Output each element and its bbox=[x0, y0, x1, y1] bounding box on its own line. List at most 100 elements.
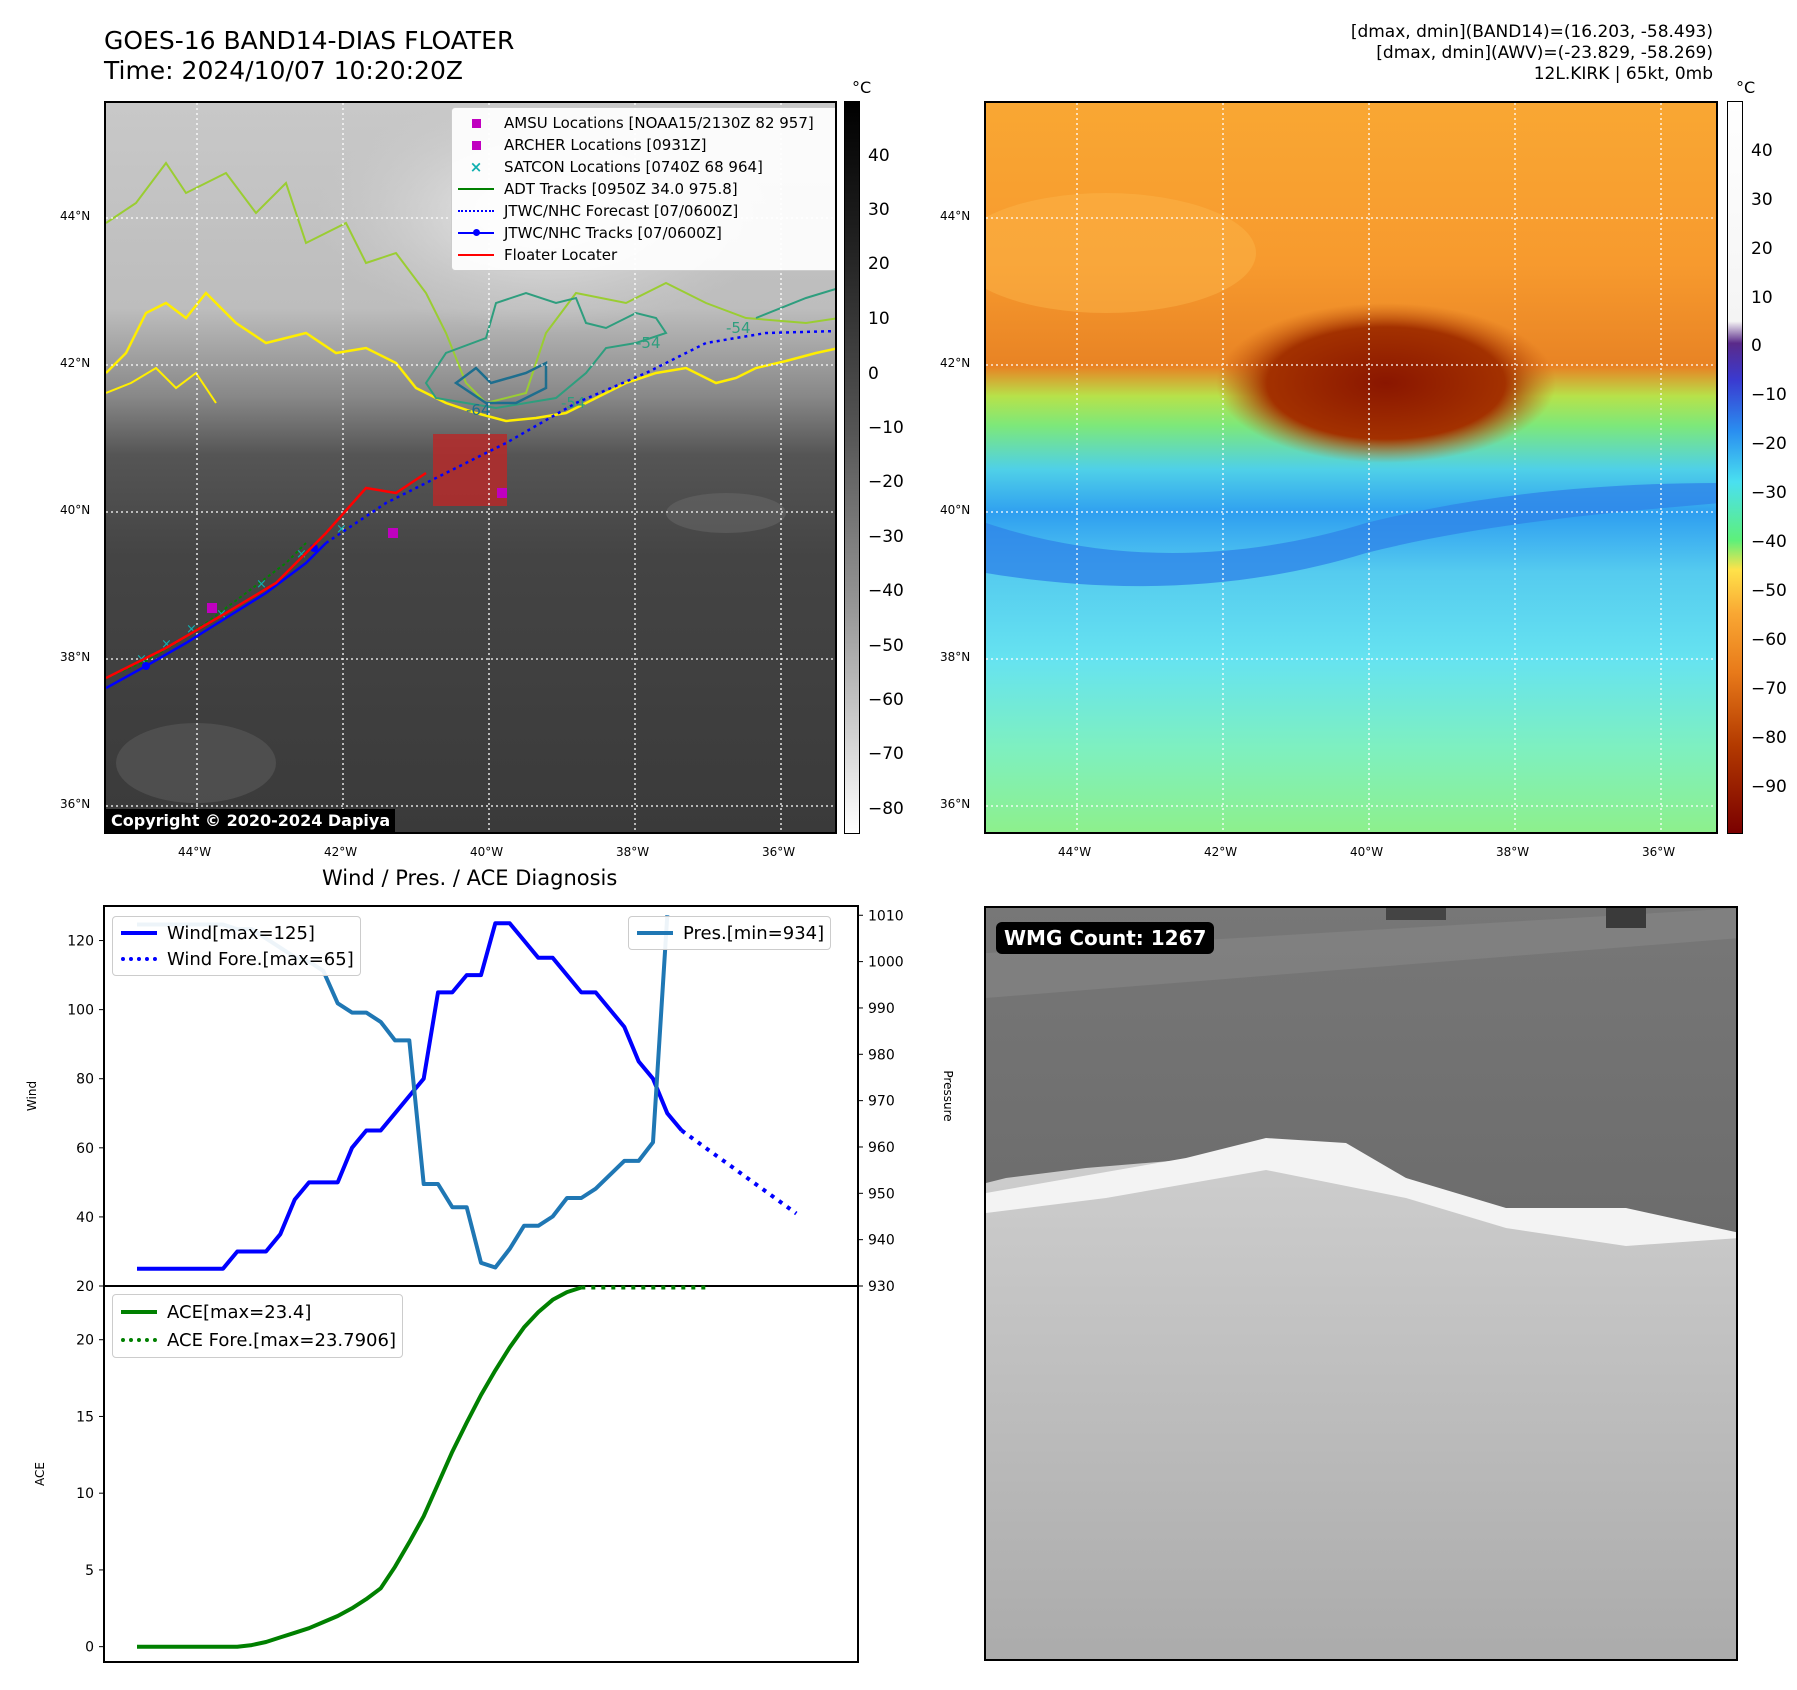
wind-series-line bbox=[137, 921, 684, 1271]
teal-contour bbox=[424, 291, 668, 410]
lon-label: 42°W bbox=[324, 845, 358, 859]
wmg-bright-band bbox=[986, 1138, 1736, 1246]
floater-locater-box bbox=[433, 434, 507, 506]
wv-map-svg bbox=[986, 103, 1716, 832]
yellow-contour bbox=[106, 291, 835, 423]
colorbar-tick: −50 bbox=[868, 636, 904, 656]
legend-item-wind: Wind[max=125] bbox=[119, 920, 354, 946]
wind-forecast-line bbox=[680, 1128, 798, 1216]
pressure-tick-label: 1000 bbox=[868, 955, 904, 971]
colorbar-tick: 20 bbox=[868, 254, 890, 274]
colorbar-tick: −50 bbox=[1751, 581, 1787, 601]
legend-label: Wind Fore.[max=65] bbox=[167, 948, 354, 970]
wind-tick-label: 20 bbox=[76, 1279, 94, 1295]
lon-label: 42°W bbox=[1204, 845, 1238, 859]
info-line-3: 12L.KIRK | 65kt, 0mb bbox=[1533, 64, 1713, 84]
pressure-tick-label: 960 bbox=[868, 1140, 895, 1156]
contour-label: -64 bbox=[466, 401, 491, 419]
wind-legend: Wind[max=125] Wind Fore.[max=65] bbox=[112, 916, 361, 976]
lat-label: 36°N bbox=[60, 797, 91, 811]
colorbar-tick: 30 bbox=[868, 200, 890, 220]
legend-item-forecast: JTWC/NHC Forecast [07/0600Z] bbox=[456, 200, 835, 222]
legend-label: SATCON Locations [0740Z 68 964] bbox=[504, 158, 763, 176]
ace-tick-label: 5 bbox=[85, 1563, 94, 1579]
colorbar-tick: 40 bbox=[1751, 141, 1773, 161]
teal-contour bbox=[755, 288, 835, 319]
pressure-tick-label: 950 bbox=[868, 1186, 895, 1202]
colorbar-tick: −30 bbox=[1751, 483, 1787, 503]
adt-track bbox=[106, 542, 307, 679]
legend-item-tracks: JTWC/NHC Tracks [07/0600Z] bbox=[456, 222, 835, 244]
colorbar-tick: 0 bbox=[1751, 336, 1762, 356]
legend-marker bbox=[456, 118, 496, 128]
colorbar-color-unit: °C bbox=[1736, 78, 1756, 97]
wv-gridlines bbox=[986, 103, 1716, 832]
wind-tick-label: 120 bbox=[67, 934, 94, 950]
legend-label: Wind[max=125] bbox=[167, 922, 315, 944]
legend-marker bbox=[119, 931, 159, 935]
legend-marker bbox=[456, 254, 496, 256]
ace-legend: ACE[max=23.4] ACE Fore.[max=23.7906] bbox=[112, 1294, 403, 1358]
pressure-tick-label: 990 bbox=[868, 1001, 895, 1017]
wmg-dark-block bbox=[1606, 908, 1646, 928]
lon-label: 36°W bbox=[762, 845, 796, 859]
legend-label: ACE Fore.[max=23.7906] bbox=[167, 1329, 396, 1351]
legend-label: Floater Locater bbox=[504, 246, 618, 264]
legend-item-satcon: × SATCON Locations [0740Z 68 964] bbox=[456, 156, 835, 178]
info-block: [dmax, dmin](BAND14)=(16.203, -58.493) [… bbox=[1351, 22, 1713, 85]
lon-label: 44°W bbox=[178, 845, 212, 859]
floater-locater-line bbox=[106, 471, 427, 680]
inner-contour bbox=[453, 360, 548, 405]
contour-label: -54 bbox=[636, 334, 661, 352]
map-legend: AMSU Locations [NOAA15/2130Z 82 957] ARC… bbox=[451, 107, 835, 271]
wv-map-panel bbox=[984, 101, 1718, 834]
pressure-tick-label: 980 bbox=[868, 1047, 895, 1063]
diagnosis-axes: 2040608010012093094095096097098099010001… bbox=[25, 905, 955, 1663]
colorbar-tick: 0 bbox=[868, 364, 879, 384]
svg-text:×: × bbox=[336, 522, 347, 537]
lat-label: 44°N bbox=[60, 209, 91, 223]
ace-tick-label: 10 bbox=[76, 1486, 94, 1502]
colorbar-tick: −80 bbox=[1751, 728, 1787, 748]
lat-label: 42°N bbox=[60, 356, 91, 370]
jtwc-track-point bbox=[142, 662, 150, 670]
colorbar-tick: −80 bbox=[868, 799, 904, 819]
legend-marker bbox=[456, 210, 496, 212]
lon-label: 40°W bbox=[470, 845, 504, 859]
legend-label: JTWC/NHC Tracks [07/0600Z] bbox=[504, 224, 722, 242]
legend-item-ace-forecast: ACE Fore.[max=23.7906] bbox=[119, 1326, 396, 1354]
lat-label: 40°N bbox=[940, 503, 971, 517]
svg-text:×: × bbox=[256, 577, 267, 592]
pressure-legend: Pres.[min=934] bbox=[628, 916, 832, 950]
colorbar-tick: −10 bbox=[1751, 385, 1787, 405]
diagnosis-title: Wind / Pres. / ACE Diagnosis bbox=[322, 866, 618, 890]
legend-label: JTWC/NHC Forecast [07/0600Z] bbox=[504, 202, 739, 220]
colorbar-tick: 30 bbox=[1751, 190, 1773, 210]
ace-tick-label: 0 bbox=[85, 1640, 94, 1656]
lon-label: 44°W bbox=[1058, 845, 1092, 859]
legend-label: ADT Tracks [0950Z 34.0 975.8] bbox=[504, 180, 738, 198]
colorbar-gray bbox=[844, 101, 860, 834]
legend-marker: × bbox=[469, 158, 483, 176]
wind-axis-label: Wind bbox=[25, 1081, 39, 1111]
colorbar-tick: −20 bbox=[868, 472, 904, 492]
colorbar-tick: −40 bbox=[1751, 532, 1787, 552]
svg-text:×: × bbox=[161, 637, 172, 652]
lon-label: 38°W bbox=[1496, 845, 1530, 859]
ace-tick-label: 20 bbox=[76, 1333, 94, 1349]
wmg-svg bbox=[986, 908, 1736, 1659]
lon-label: 40°W bbox=[1350, 845, 1384, 859]
green-contour bbox=[106, 161, 835, 405]
contour-label: -54 bbox=[561, 394, 586, 412]
archer-marker bbox=[388, 528, 398, 538]
legend-marker bbox=[456, 188, 496, 190]
colorbar-tick: −70 bbox=[868, 744, 904, 764]
wind-tick-label: 40 bbox=[76, 1210, 94, 1226]
colorbar-tick: −20 bbox=[1751, 434, 1787, 454]
legend-label: ARCHER Locations [0931Z] bbox=[504, 136, 707, 154]
cloud-patch bbox=[116, 723, 276, 803]
colorbar-tick: −60 bbox=[1751, 630, 1787, 650]
colorbar-color bbox=[1727, 101, 1743, 834]
diagnosis-marks bbox=[137, 915, 798, 1649]
pressure-tick-label: 930 bbox=[868, 1279, 895, 1295]
